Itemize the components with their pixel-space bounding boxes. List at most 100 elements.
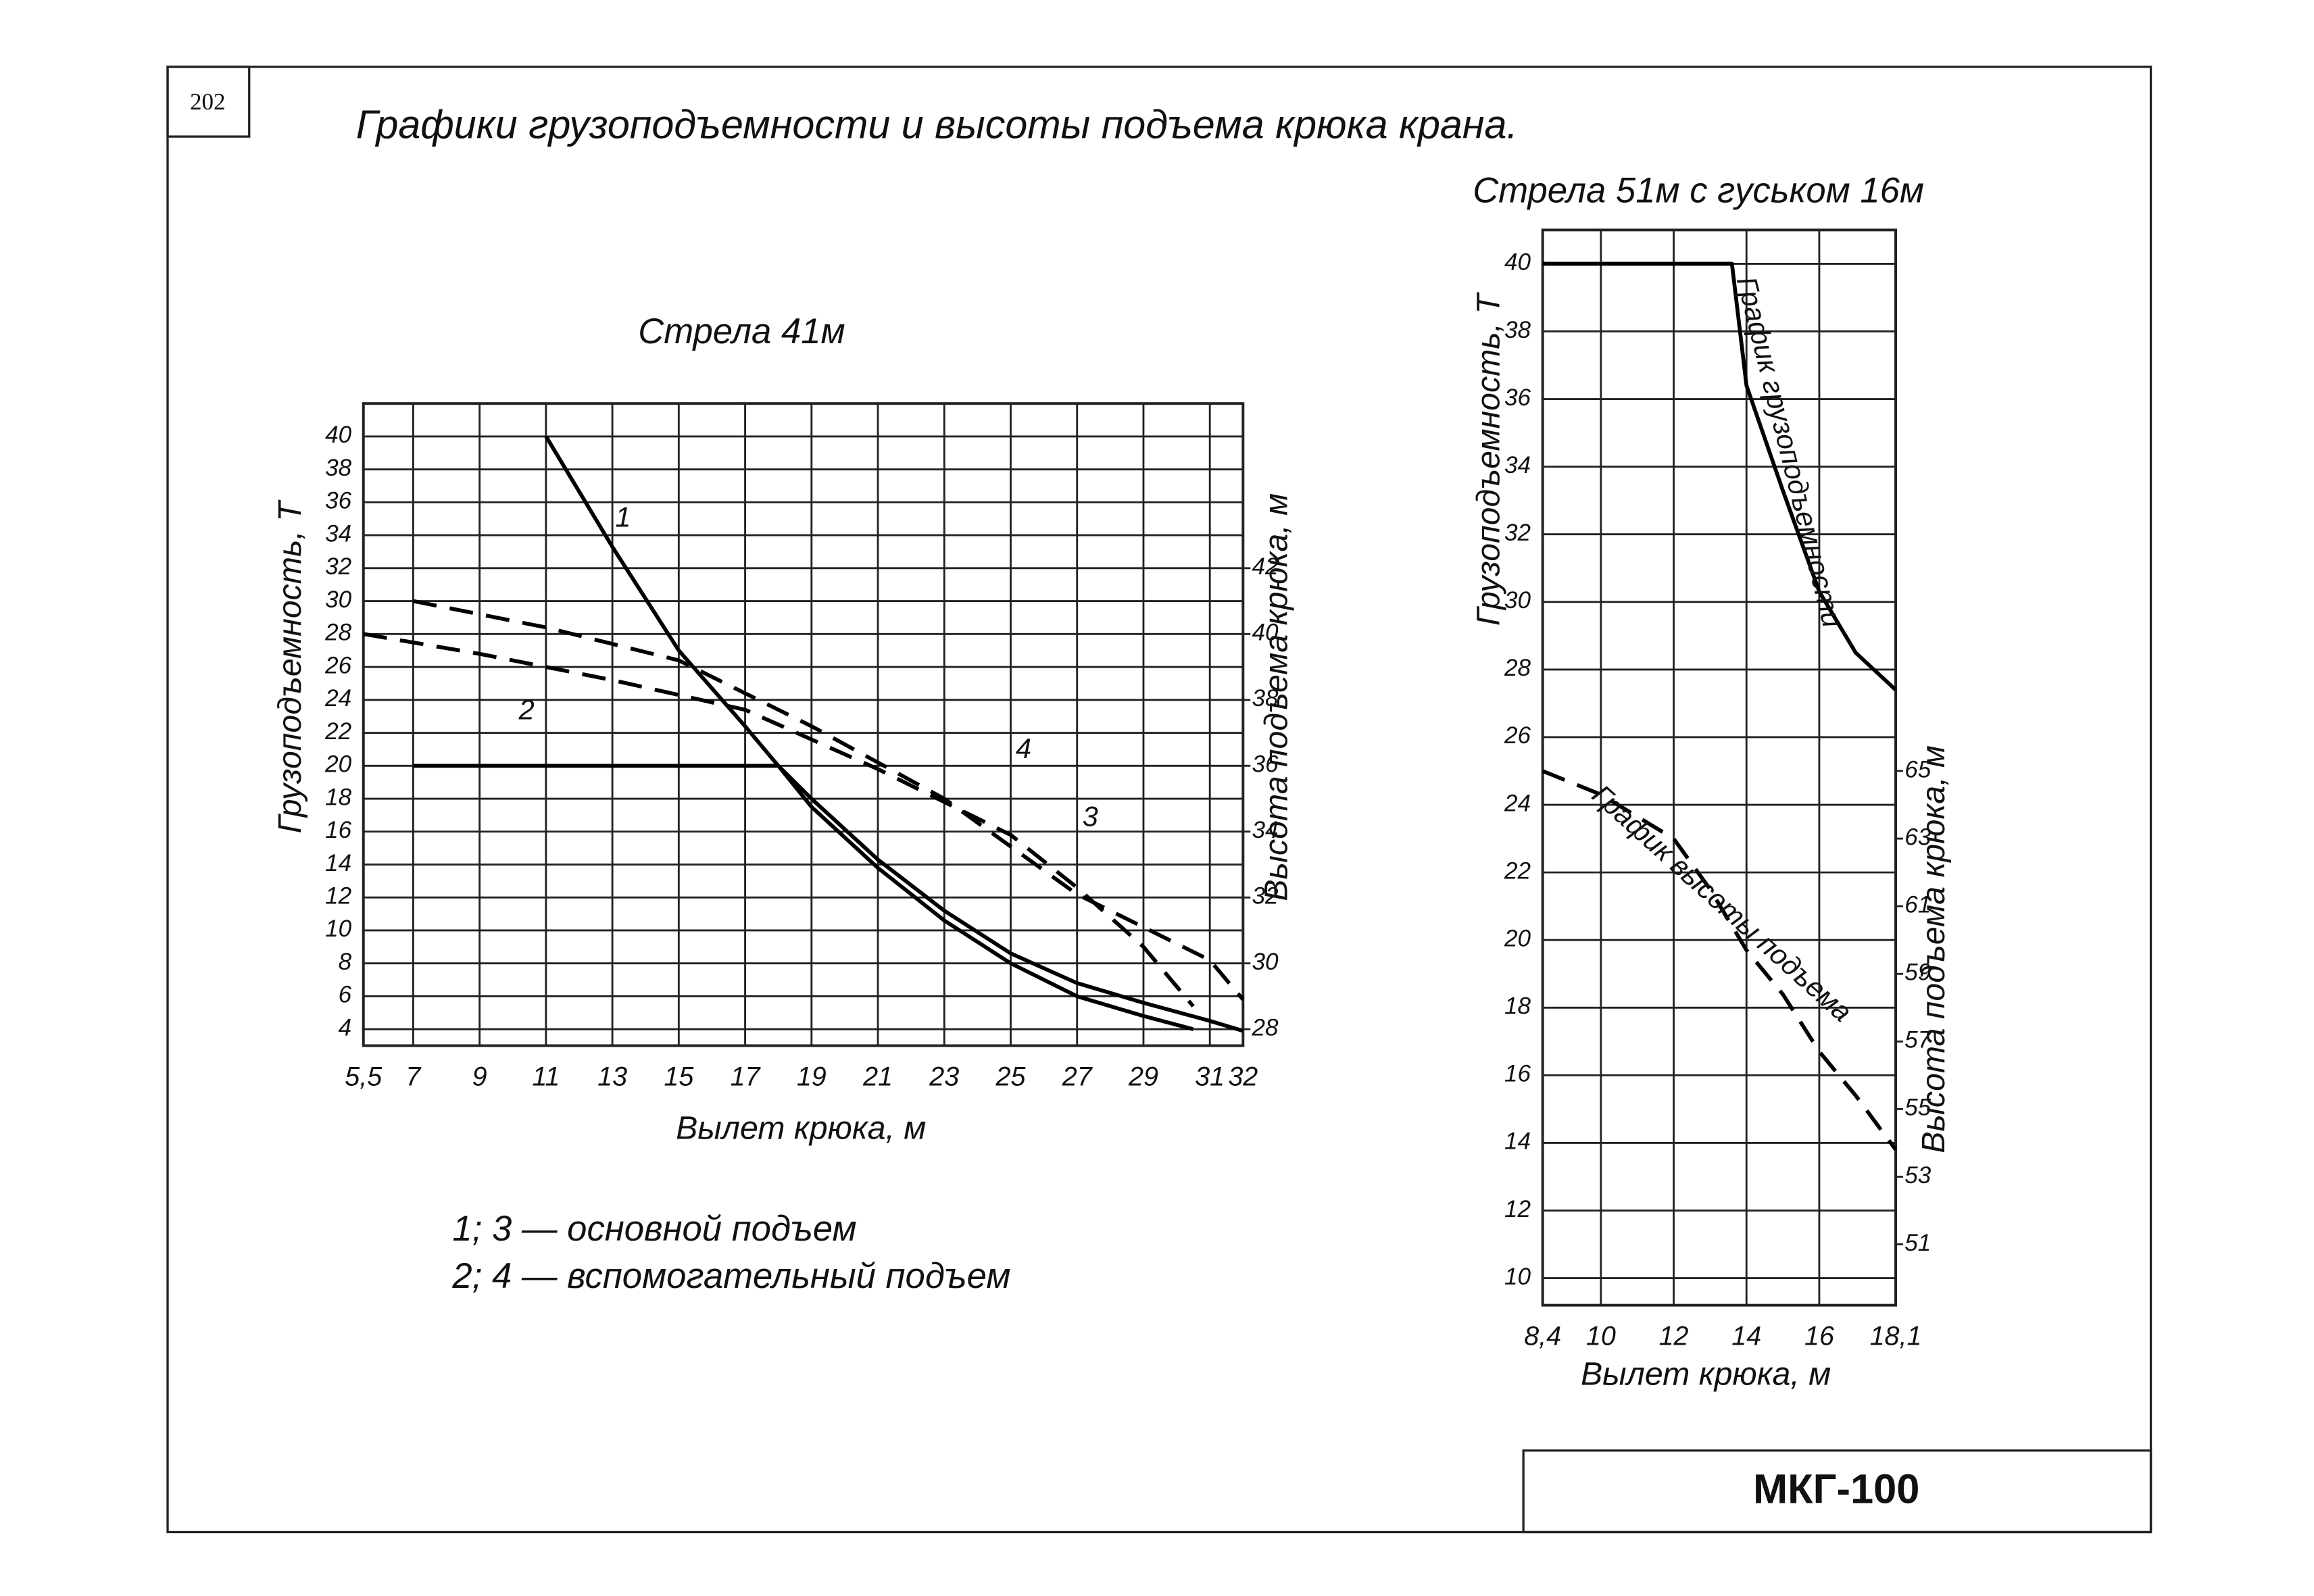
y-tick-label: 12 (325, 883, 352, 909)
x-tick-label: 16 (1804, 1321, 1834, 1351)
y-tick-label: 18 (1504, 993, 1531, 1020)
series-line (413, 764, 1194, 1031)
chart-title: Стрела 51м с гуськом 16м (1473, 170, 1924, 210)
series-line (363, 632, 1195, 1007)
x-axis-label: Вылет крюка, м (676, 1109, 926, 1146)
y-tick-label: 36 (1504, 384, 1531, 411)
y-tick-label: 38 (325, 455, 352, 481)
page-number-box (166, 66, 251, 138)
y-tick-label: 26 (1504, 722, 1531, 749)
y2-tick-label: 53 (1904, 1162, 1931, 1189)
x-tick-label: 31 (1195, 1062, 1225, 1091)
x-tick-label: 29 (1128, 1062, 1158, 1091)
y-tick-label: 34 (1504, 452, 1531, 478)
y-tick-label: 10 (325, 916, 352, 942)
y-tick-label: 16 (1504, 1061, 1531, 1087)
y2-axis-label: Высота подъема крюка, м (1258, 493, 1295, 901)
series-label: 4 (1016, 732, 1031, 764)
y-tick-label: 20 (1504, 925, 1531, 951)
y-tick-label: 26 (324, 652, 352, 678)
y-tick-label: 40 (325, 422, 352, 448)
series-line (1542, 769, 1898, 1151)
y-tick-label: 38 (1504, 317, 1531, 343)
y-tick-label: 24 (1504, 790, 1531, 816)
page-frame (166, 66, 2152, 1534)
y-tick-label: 16 (325, 817, 352, 843)
y-tick-label: 28 (324, 620, 352, 646)
x-tick-label: 17 (731, 1062, 762, 1091)
y-tick-label: 12 (1504, 1196, 1531, 1222)
series-line (1542, 261, 1897, 692)
y-tick-label: 22 (324, 718, 352, 745)
y-tick-label: 36 (325, 488, 352, 514)
y-tick-label: 10 (1504, 1264, 1531, 1290)
x-tick-label: 12 (1659, 1321, 1689, 1351)
stamp: МКГ-100 (1753, 1466, 1919, 1512)
x-tick-label: 19 (797, 1062, 827, 1091)
x-tick-label: 27 (1062, 1062, 1093, 1091)
x-tick-label: 32 (1228, 1062, 1258, 1091)
page-number: 202 (190, 89, 226, 115)
y2-axis-label: Высота подъема крюка, м (1915, 745, 1952, 1153)
x-tick-label: 8,4 (1524, 1321, 1561, 1351)
y-tick-label: 24 (324, 685, 351, 712)
y-tick-label: 22 (1504, 857, 1531, 884)
x-tick-label: 23 (929, 1062, 959, 1091)
y2-tick-label: 38 (1252, 685, 1279, 712)
y-tick-label: 34 (325, 520, 351, 547)
x-tick-label: 11 (532, 1062, 560, 1091)
y-axis-label: Грузоподъемность, Т (272, 499, 308, 834)
y2-tick-label: 42 (1252, 553, 1279, 580)
y2-tick-label: 51 (1904, 1230, 1931, 1256)
y2-tick-label: 59 (1904, 959, 1931, 986)
y-tick-label: 20 (324, 751, 352, 778)
chart-title: Стрела 41м (638, 311, 845, 351)
plot-frame (1541, 228, 1898, 1307)
x-axis-label: Вылет крюка, м (1581, 1356, 1831, 1393)
x-tick-label: 14 (1731, 1321, 1761, 1351)
y2-tick-label: 30 (1252, 949, 1279, 975)
plot-frame (362, 402, 1245, 1047)
y-axis-label: Грузоподъемность, Т (1471, 291, 1507, 626)
y-tick-label: 4 (339, 1014, 352, 1041)
x-tick-label: 7 (405, 1062, 422, 1091)
y2-tick-label: 63 (1904, 824, 1931, 850)
y2-tick-label: 36 (1252, 751, 1279, 778)
note: 1; 3 — основной подъем (452, 1209, 856, 1249)
x-tick-label: 21 (862, 1062, 893, 1091)
series-label: График грузоподъемности (1731, 273, 1849, 630)
y-tick-label: 30 (325, 587, 352, 613)
x-tick-label: 10 (1586, 1321, 1616, 1351)
x-tick-label: 13 (597, 1062, 627, 1091)
page-title: Графики грузоподъемности и высоты подъем… (356, 102, 1518, 147)
y-tick-label: 40 (1504, 249, 1531, 276)
x-tick-label: 18,1 (1870, 1321, 1922, 1351)
y-tick-label: 8 (339, 949, 352, 975)
series-line (412, 599, 1245, 1001)
series-label: График высоты подъема (1586, 778, 1858, 1028)
stamp-box (1522, 1449, 2152, 1534)
y-tick-label: 14 (1504, 1128, 1531, 1155)
y-tick-label: 6 (339, 982, 352, 1008)
note: 2; 4 — вспомогательный подъем (451, 1256, 1010, 1296)
x-tick-label: 25 (995, 1062, 1027, 1091)
series-label: 1 (615, 501, 631, 532)
series-label: 2 (518, 694, 535, 726)
y-tick-label: 30 (1504, 587, 1531, 614)
y-tick-label: 18 (325, 784, 352, 810)
y-tick-label: 28 (1504, 655, 1531, 681)
x-tick-label: 5,5 (345, 1062, 383, 1091)
series-line (544, 435, 1244, 1033)
y2-tick-label: 40 (1252, 620, 1279, 646)
y2-tick-label: 57 (1904, 1027, 1932, 1053)
series-label: 3 (1083, 801, 1098, 832)
y2-tick-label: 32 (1252, 883, 1279, 909)
x-tick-label: 15 (664, 1062, 694, 1091)
y2-tick-label: 65 (1904, 756, 1931, 782)
y-tick-label: 32 (1504, 520, 1531, 546)
y2-tick-label: 55 (1904, 1095, 1931, 1121)
y2-tick-label: 34 (1252, 817, 1278, 843)
y2-tick-label: 28 (1251, 1014, 1279, 1041)
y-tick-label: 32 (325, 553, 352, 580)
